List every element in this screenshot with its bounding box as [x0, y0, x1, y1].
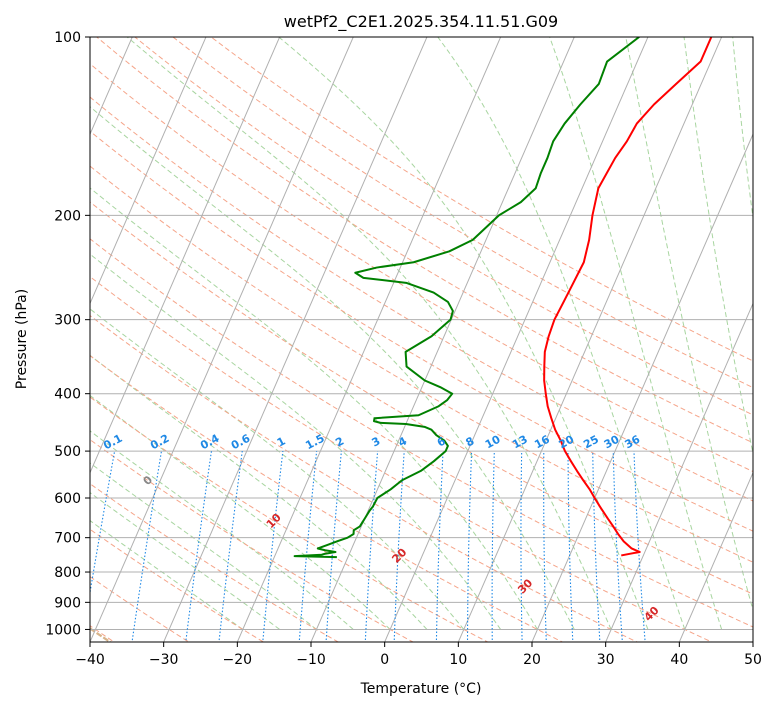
moist-adiabat-line [90, 106, 575, 630]
isotherm-line [90, 37, 354, 642]
moist-adiabat-line [625, 37, 753, 612]
mixing-ratio-label: 10 [483, 433, 503, 452]
x-tick-label: −10 [296, 652, 326, 668]
moist-adiabat-line [90, 187, 538, 630]
mixing-ratio-line [131, 451, 163, 642]
moist-adiabat-line [90, 308, 465, 630]
moist-adiabat-line [126, 37, 612, 630]
mixing-ratio-label: 16 [532, 433, 552, 452]
mixing-ratio-line [466, 451, 473, 642]
mixing-ratio-line [262, 451, 284, 642]
plot-frame [89, 36, 754, 643]
moist-adiabat-line [683, 37, 753, 456]
skewed-isotherms [90, 37, 753, 642]
x-tick-label: 40 [670, 652, 688, 668]
moist-adiabat-line [90, 253, 502, 630]
pressure-gridlines [90, 37, 753, 630]
x-tick-label: −40 [75, 652, 105, 668]
x-tick-label: −20 [223, 652, 253, 668]
mixing-ratio-line [491, 451, 495, 642]
moist-adiabat-line [278, 37, 649, 630]
moist-adiabat-line [90, 430, 354, 630]
x-tick-label: −30 [149, 652, 179, 668]
mixing-ratio-line [520, 451, 523, 642]
mixing-ratio-line [393, 451, 405, 642]
isotherm-line [678, 471, 753, 642]
dry-adiabat-line [90, 276, 713, 642]
y-tick-label: 300 [54, 313, 81, 329]
x-tick-label: 20 [523, 652, 541, 668]
isotherm-line [605, 302, 753, 642]
dry-adiabat-line [90, 528, 265, 642]
mixing-ratio-line [435, 451, 444, 642]
x-axis: −40 −30 −20 −10 0 10 20 30 40 50 [75, 642, 762, 668]
y-tick-label: 400 [54, 387, 81, 403]
y-tick-label: 500 [54, 444, 81, 460]
mixing-ratio-line [325, 451, 342, 642]
mixing-ratio-line [612, 451, 623, 642]
moist-adiabat-line [549, 37, 723, 630]
moist-adiabat-line [90, 462, 317, 630]
plot-area: 0.10.20.40.611.52346810131620253036-100-… [90, 37, 753, 642]
dry-adiabats [90, 37, 753, 642]
mixing-ratio-label: 20 [557, 433, 577, 452]
mixing-ratio-label: 36 [623, 433, 643, 452]
mixing-ratio-line [567, 451, 574, 642]
x-axis-title: Temperature (°C) [360, 681, 482, 697]
y-tick-label: 600 [54, 491, 81, 507]
mixing-ratio-lines [90, 451, 646, 642]
mixing-ratio-line [218, 451, 243, 642]
moist-adiabat-line [90, 354, 428, 630]
dry-adiabat-line [90, 130, 753, 532]
dry-adiabat-line [90, 96, 753, 502]
y-tick-label: 700 [54, 531, 81, 547]
isotherm-line [90, 37, 281, 474]
y-tick-label: 900 [54, 595, 81, 611]
y-tick-label: 1000 [45, 622, 81, 638]
profile-series [293, 37, 713, 559]
isotherm-line [310, 37, 575, 642]
isotherm-line [457, 37, 723, 642]
dry-adiabat-line [90, 63, 753, 473]
dry-adiabat-line [90, 201, 753, 595]
dry-adiabat-line [90, 314, 639, 642]
y-axis: 100 200 300 400 500 600 700 800 900 1000 [45, 30, 90, 638]
moist-adiabat-line [437, 37, 686, 630]
x-tick-label: 10 [449, 652, 467, 668]
isotherm-line [163, 37, 428, 642]
mixing-ratio-label: 13 [510, 433, 530, 452]
mixing-ratio-line [633, 451, 646, 642]
isotherm-line [90, 37, 133, 136]
mixing-ratio-line [364, 451, 379, 642]
mixing-ratio-line [185, 451, 212, 642]
x-tick-label: 50 [744, 652, 762, 668]
x-tick-label: 30 [597, 652, 615, 668]
dry-adiabat-line [90, 165, 753, 563]
y-axis-title: Pressure (hPa) [14, 289, 30, 389]
temperature-profile-line [543, 37, 713, 557]
mixing-ratio-line [298, 451, 318, 642]
isotherm-line [90, 37, 207, 305]
x-tick-label: 0 [380, 652, 389, 668]
mixing-ratio-label: 25 [581, 433, 601, 452]
y-tick-label: 200 [54, 208, 81, 224]
dewpoint-profile-line [293, 37, 640, 559]
y-tick-label: 800 [54, 565, 81, 581]
mixing-ratio-line [592, 451, 601, 642]
isotherm-line [384, 37, 649, 642]
isotherm-line [531, 132, 753, 642]
y-tick-label: 100 [54, 30, 81, 46]
isotherm-line [236, 37, 502, 642]
moist-adiabats [90, 37, 753, 630]
mixing-ratio-line [90, 451, 116, 596]
dry-adiabat-line [90, 439, 414, 642]
mixing-ratio-label: 30 [602, 433, 622, 452]
mixing-ratio-line [543, 451, 547, 642]
dry-adiabat-line [90, 483, 340, 642]
chart-title: wetPf2_C2E1.2025.354.11.51.G09 [284, 12, 558, 32]
moist-adiabat-line [90, 519, 244, 630]
